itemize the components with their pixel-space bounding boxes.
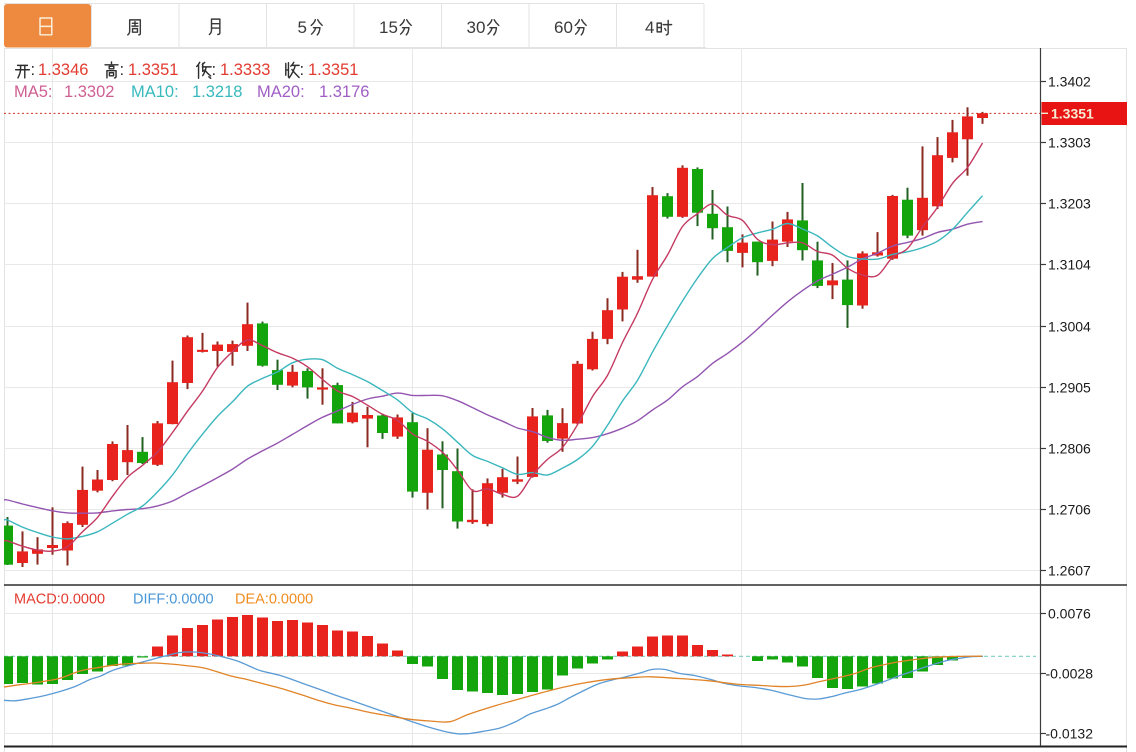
svg-text:DIFF:0.0000: DIFF:0.0000 — [133, 592, 214, 608]
svg-text:1.3346: 1.3346 — [38, 61, 88, 79]
svg-text:MA20:: MA20: — [257, 83, 305, 101]
svg-text:-0.0132: -0.0132 — [1046, 725, 1094, 741]
svg-text:1.2905: 1.2905 — [1048, 379, 1091, 395]
svg-text:15: 15 — [379, 18, 398, 37]
svg-text:1.3351: 1.3351 — [128, 61, 178, 79]
svg-text:1.3104: 1.3104 — [1048, 256, 1091, 272]
svg-text:-0.0028: -0.0028 — [1046, 665, 1094, 681]
svg-text:MA10:: MA10: — [131, 83, 179, 101]
svg-text:1.2706: 1.2706 — [1048, 501, 1091, 517]
svg-text:30: 30 — [467, 18, 486, 37]
svg-text::: : — [120, 61, 125, 79]
svg-text:1.3351: 1.3351 — [1051, 106, 1094, 122]
svg-text:1.3302: 1.3302 — [64, 83, 114, 101]
svg-text:MA5:: MA5: — [14, 83, 53, 101]
svg-text::: : — [31, 61, 36, 79]
svg-text:5: 5 — [298, 18, 307, 37]
svg-text:1.2607: 1.2607 — [1048, 562, 1091, 578]
svg-text:1.3333: 1.3333 — [220, 61, 270, 79]
svg-text:DEA:0.0000: DEA:0.0000 — [235, 592, 313, 608]
svg-text:1.3402: 1.3402 — [1048, 73, 1091, 89]
svg-text:4: 4 — [645, 18, 654, 37]
svg-text:1.3303: 1.3303 — [1048, 134, 1091, 150]
svg-text:1.3351: 1.3351 — [308, 61, 358, 79]
svg-text:1.2806: 1.2806 — [1048, 440, 1091, 456]
svg-text::: : — [212, 61, 217, 79]
svg-text::: : — [300, 61, 305, 79]
svg-text:0.0076: 0.0076 — [1048, 605, 1091, 621]
svg-text:1.3004: 1.3004 — [1048, 318, 1091, 334]
svg-text:MACD:0.0000: MACD:0.0000 — [14, 592, 105, 608]
svg-text:1.3203: 1.3203 — [1048, 195, 1091, 211]
svg-text:60: 60 — [554, 18, 573, 37]
svg-text:1.3176: 1.3176 — [319, 83, 369, 101]
svg-text:1.3218: 1.3218 — [192, 83, 242, 101]
